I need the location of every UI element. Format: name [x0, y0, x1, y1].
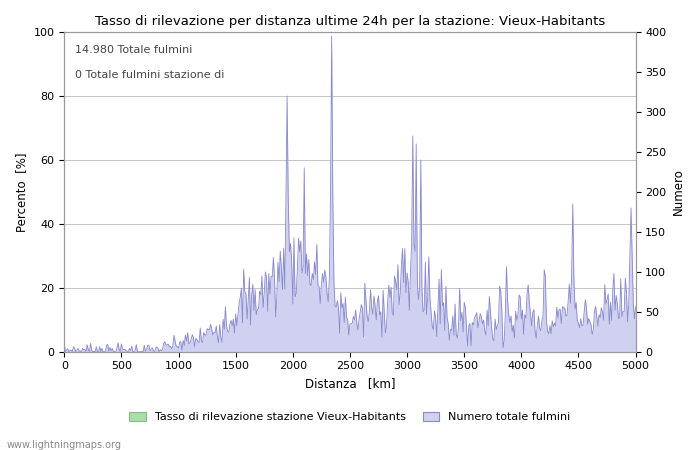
- Y-axis label: Numero: Numero: [672, 168, 685, 215]
- Text: 0 Totale fulmini stazione di: 0 Totale fulmini stazione di: [75, 70, 224, 80]
- X-axis label: Distanza   [km]: Distanza [km]: [304, 377, 395, 390]
- Text: 14.980 Totale fulmini: 14.980 Totale fulmini: [75, 45, 192, 55]
- Text: www.lightningmaps.org: www.lightningmaps.org: [7, 440, 122, 450]
- Legend: Tasso di rilevazione stazione Vieux-Habitants, Numero totale fulmini: Tasso di rilevazione stazione Vieux-Habi…: [125, 407, 575, 427]
- Title: Tasso di rilevazione per distanza ultime 24h per la stazione: Vieux-Habitants: Tasso di rilevazione per distanza ultime…: [94, 15, 605, 28]
- Y-axis label: Percento  [%]: Percento [%]: [15, 152, 28, 232]
